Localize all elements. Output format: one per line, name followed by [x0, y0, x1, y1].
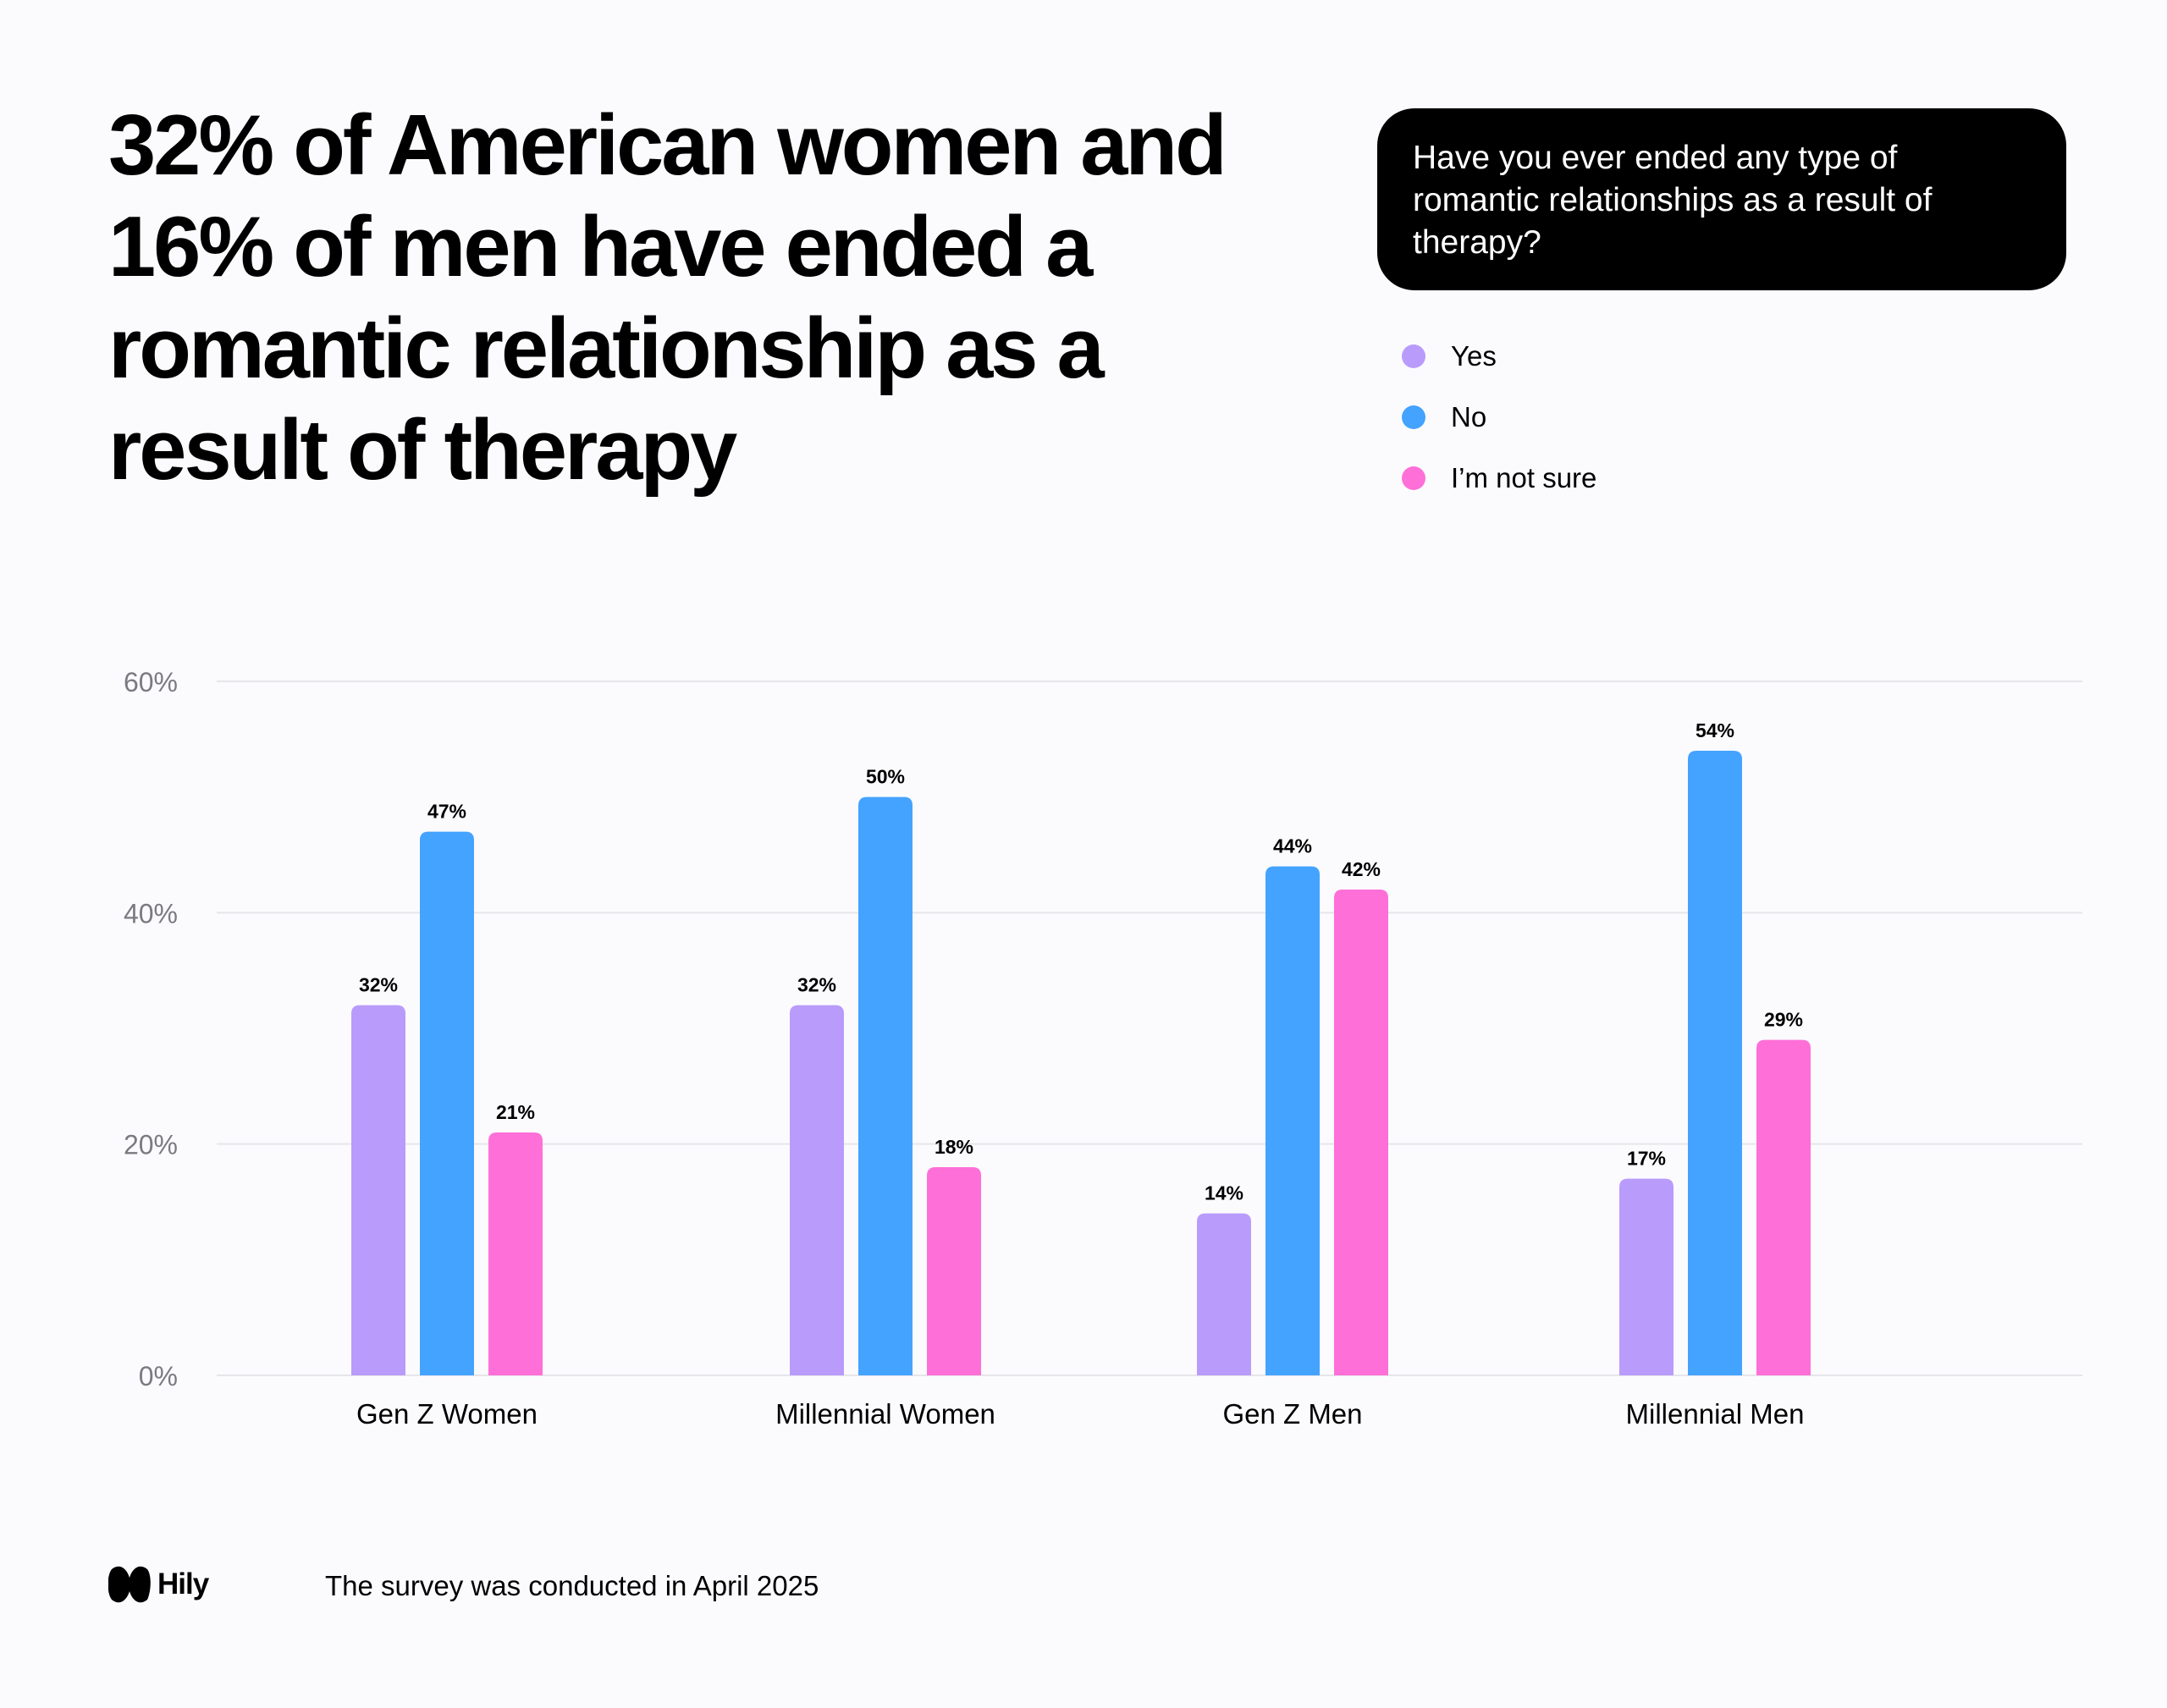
- x-tick-label: Gen Z Women: [356, 1398, 538, 1430]
- data-label: 17%: [1627, 1148, 1666, 1170]
- legend-label-no: No: [1451, 401, 1487, 433]
- bar-yes: [351, 1005, 405, 1375]
- data-label: 32%: [359, 974, 398, 996]
- legend-dot-not-sure: [1402, 466, 1425, 490]
- legend-dot-no: [1402, 405, 1425, 429]
- data-label: 29%: [1764, 1009, 1803, 1031]
- y-tick-label: 40%: [124, 898, 178, 928]
- data-label: 50%: [866, 766, 905, 788]
- bar-i-m-not-sure: [927, 1167, 981, 1375]
- legend-dot-yes: [1402, 344, 1425, 368]
- brand-name: Hily: [157, 1568, 209, 1601]
- data-label: 32%: [797, 974, 836, 996]
- legend-item-yes: Yes: [1402, 326, 1596, 387]
- data-label: 54%: [1696, 719, 1734, 741]
- x-tick-label: Millennial Women: [775, 1398, 995, 1430]
- bar-i-m-not-sure: [1334, 890, 1388, 1375]
- survey-footnote: The survey was conducted in April 2025: [325, 1570, 819, 1601]
- legend-item-no: No: [1402, 387, 1596, 448]
- page-title: 32% of American women and 16% of men hav…: [108, 98, 1227, 498]
- bar-no: [858, 796, 913, 1375]
- hily-logo-icon: [108, 1566, 151, 1603]
- data-label: 14%: [1205, 1182, 1243, 1204]
- bar-no: [1265, 866, 1320, 1375]
- brand-logo: Hily: [108, 1564, 209, 1605]
- bar-no: [420, 831, 474, 1375]
- survey-question: Have you ever ended any type of romantic…: [1377, 108, 2066, 290]
- bar-no: [1688, 751, 1742, 1375]
- data-label: 18%: [935, 1136, 973, 1158]
- data-label: 47%: [427, 801, 466, 823]
- bar-yes: [1619, 1178, 1673, 1375]
- y-tick-label: 60%: [124, 667, 178, 697]
- bar-yes: [790, 1005, 844, 1375]
- x-tick-label: Millennial Men: [1626, 1398, 1805, 1430]
- y-tick-label: 0%: [139, 1361, 178, 1391]
- y-tick-label: 20%: [124, 1130, 178, 1160]
- data-label: 42%: [1342, 858, 1381, 880]
- bar-yes: [1197, 1213, 1251, 1375]
- x-tick-label: Gen Z Men: [1222, 1398, 1362, 1430]
- data-label: 21%: [496, 1101, 535, 1123]
- bar-i-m-not-sure: [488, 1132, 543, 1375]
- bar-i-m-not-sure: [1756, 1039, 1811, 1375]
- legend-label-not-sure: I’m not sure: [1451, 462, 1597, 493]
- legend: Yes No I’m not sure: [1402, 326, 1596, 509]
- legend-item-not-sure: I’m not sure: [1402, 448, 1596, 509]
- data-label: 44%: [1273, 835, 1312, 857]
- legend-label-yes: Yes: [1451, 340, 1497, 372]
